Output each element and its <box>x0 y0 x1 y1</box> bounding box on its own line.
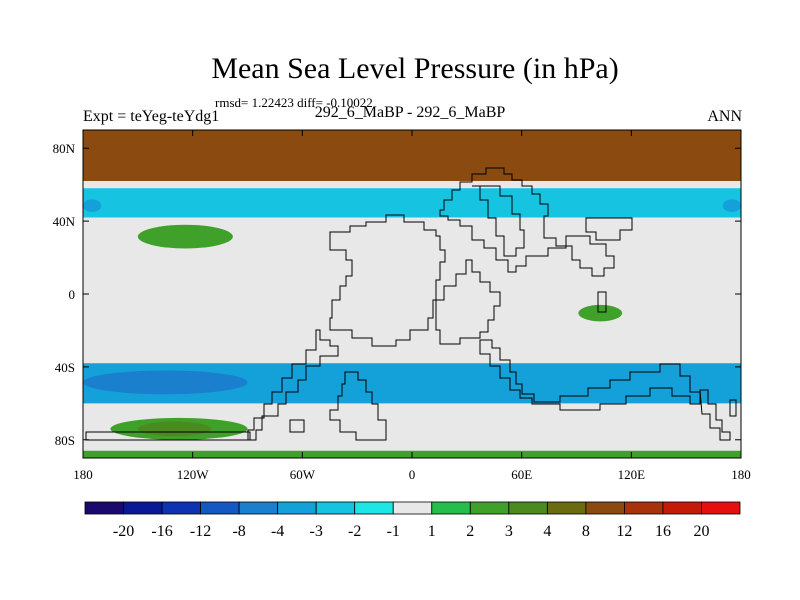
x-tick-label: 180 <box>731 467 751 482</box>
colorbar-swatch <box>469 501 510 515</box>
colorbar-swatch <box>354 501 394 515</box>
colorbar-label: 4 <box>543 523 551 540</box>
comparison-label: 292_6_MaBP - 292_6_MaBP <box>314 104 506 121</box>
x-tick-label: 120W <box>177 467 210 482</box>
y-tick-label: 80N <box>53 141 76 156</box>
x-tick-label: 60E <box>511 467 532 482</box>
colorbar-label: 8 <box>582 523 590 540</box>
x-tick-label: 0 <box>409 467 416 482</box>
colorbar-swatch <box>662 501 702 515</box>
colorbar-swatch <box>701 501 741 515</box>
y-tick-label: 40S <box>55 360 75 375</box>
colorbar-label: -2 <box>348 523 361 540</box>
region-indian-green <box>578 304 623 322</box>
colorbar-label: 12 <box>616 523 632 540</box>
pressure-fields <box>83 130 741 458</box>
x-axis: 180 120W 60W 0 60E 120E 180 <box>73 130 751 482</box>
colorbar-swatch <box>431 501 471 515</box>
colorbar-label: -4 <box>271 523 284 540</box>
colorbar-swatch <box>123 501 163 515</box>
experiment-label: Expt = teYeg-teYdg1 <box>83 108 220 125</box>
y-tick-label: 0 <box>69 287 76 302</box>
colorbar-label: -1 <box>387 523 400 540</box>
region-arctic-high <box>83 130 741 182</box>
region-n-pacific-high-east <box>722 199 741 212</box>
colorbar-swatch <box>624 501 664 515</box>
colorbar-swatch <box>546 501 587 515</box>
rmsd-diff-stats: rmsd= 1.22423 diff= -0.10022 <box>215 95 373 110</box>
colorbar-swatch <box>392 501 433 515</box>
colorbar-label: -20 <box>113 523 134 540</box>
colorbar-swatch <box>277 501 317 515</box>
colorbar-label: 3 <box>505 523 513 540</box>
colorbar-label: 2 <box>466 523 474 540</box>
colorbar-label: -16 <box>151 523 172 540</box>
x-tick-label: 120E <box>618 467 646 482</box>
colorbar-label: 16 <box>655 523 671 540</box>
region-n-pacific-green <box>137 224 233 249</box>
colorbar-swatch <box>508 501 548 515</box>
colorbar: -20 -16 -12 -8 -4 -3 -2 -1 1 2 3 4 8 12 16 20 <box>84 501 741 540</box>
region-southern-ocean-core <box>83 370 248 395</box>
colorbar-label: 20 <box>693 523 709 540</box>
colorbar-swatch <box>200 501 240 515</box>
y-axis: 80N 40N 0 40S 80S <box>53 141 741 448</box>
colorbar-label: -3 <box>310 523 323 540</box>
region-n-pacific-low <box>83 199 102 212</box>
colorbar-swatch <box>238 501 279 515</box>
colorbar-label: -12 <box>190 523 211 540</box>
region-n-cyan-band <box>83 188 741 218</box>
y-tick-label: 80S <box>55 433 75 448</box>
colorbar-swatch <box>585 501 625 515</box>
season-label: ANN <box>707 108 742 125</box>
region-s-pacific-core <box>137 421 211 437</box>
colorbar-swatch <box>315 501 356 515</box>
coastlines <box>85 167 737 441</box>
chart-title: Mean Sea Level Pressure (in hPa) <box>211 52 619 85</box>
colorbar-label: 1 <box>428 523 436 540</box>
y-tick-label: 40N <box>53 214 76 229</box>
colorbar-swatch <box>84 501 124 515</box>
colorbar-swatch <box>161 501 201 515</box>
x-tick-label: 180 <box>73 467 93 482</box>
colorbar-label: -8 <box>232 523 245 540</box>
region-southern-ocean-low <box>83 363 741 404</box>
x-tick-label: 60W <box>290 467 316 482</box>
